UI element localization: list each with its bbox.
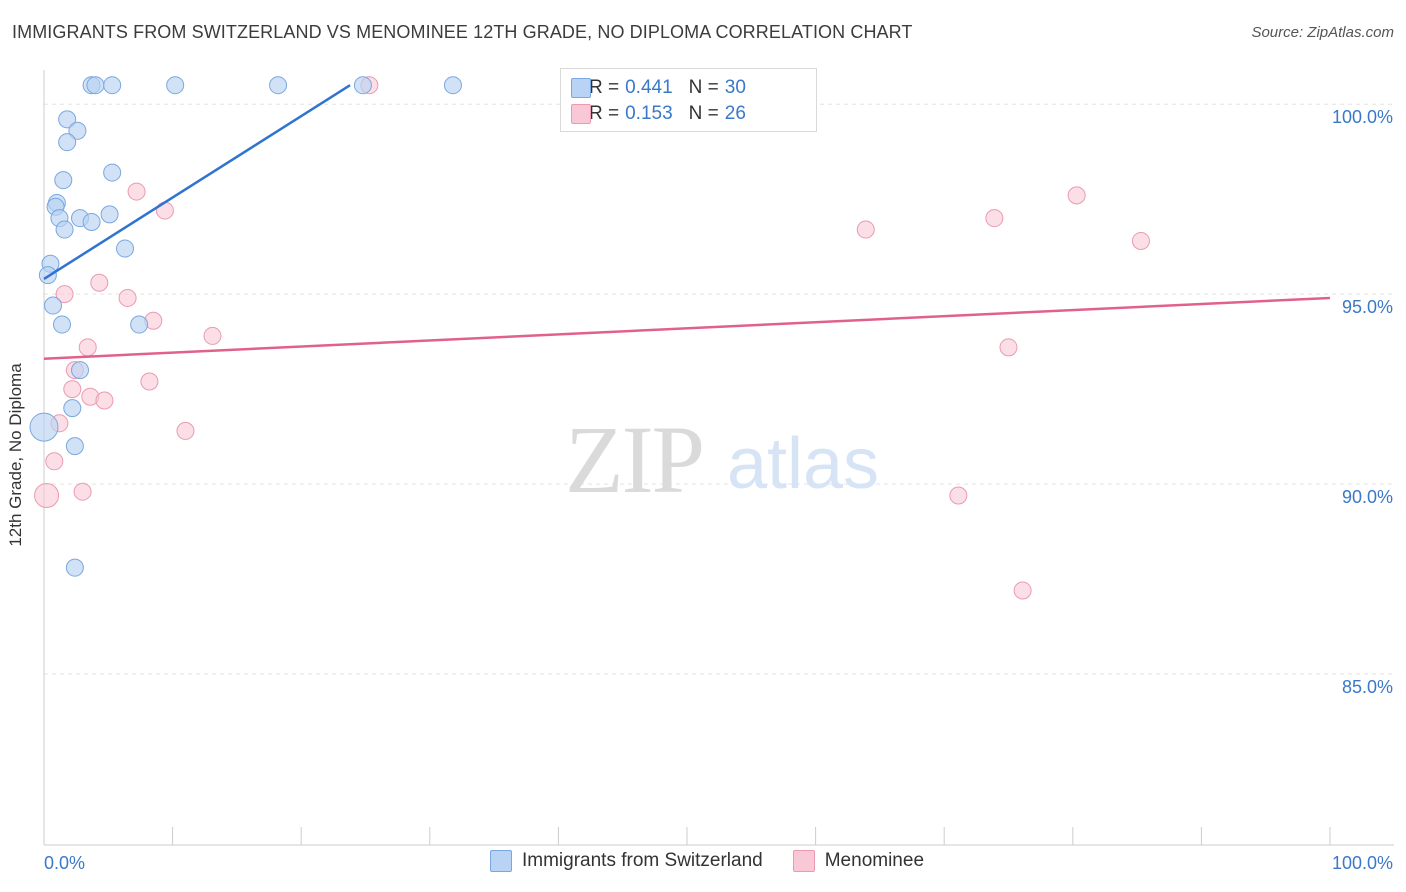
switzerland-point	[53, 315, 72, 334]
menominee-point	[95, 391, 114, 410]
watermark-zip: ZIP	[565, 406, 703, 513]
legend-label-menominee: Menominee	[824, 850, 925, 871]
switzerland-point	[65, 437, 84, 456]
legend-r-value: 0.441	[625, 77, 673, 98]
switzerland-point	[103, 163, 122, 182]
menominee-point	[949, 486, 968, 505]
legend-row-switzerland: R = 0.441 N = 30	[571, 76, 752, 100]
legend-r-value: 0.153	[625, 103, 673, 124]
source-label: Source: ZipAtlas.com	[1251, 24, 1394, 41]
axis-layer: 85.0% 90.0% 95.0% 100.0% 0.0% 100.0%	[43, 70, 1394, 873]
switzerland-point	[166, 76, 185, 95]
switzerland-point	[65, 558, 84, 577]
legend-swatch-blue	[571, 78, 591, 98]
menominee-point	[140, 372, 159, 391]
switzerland-point	[58, 133, 77, 152]
switzerland-point	[130, 315, 149, 334]
switzerland-point	[86, 76, 105, 95]
switzerland-point	[103, 76, 122, 95]
menominee-point	[78, 338, 97, 357]
stats-legend: R = 0.441 N = 30 R = 0.153 N = 26	[560, 68, 817, 132]
menominee-point	[985, 209, 1004, 228]
switzerland-point	[116, 239, 135, 258]
menominee-point	[1131, 231, 1150, 250]
menominee-point	[55, 285, 74, 304]
switzerland-points	[29, 76, 462, 577]
switzerland-point	[54, 171, 73, 190]
menominee-trend-line	[43, 296, 1331, 360]
switzerland-point	[58, 110, 77, 129]
y-tick-label: 100.0%	[1332, 107, 1393, 127]
legend-row-menominee: R = 0.153 N = 26	[571, 102, 752, 126]
legend-item-menominee[interactable]: Menominee	[792, 850, 925, 872]
switzerland-point	[100, 205, 119, 224]
legend-n-label: N =	[688, 103, 719, 124]
menominee-point	[73, 482, 92, 501]
switzerland-point	[68, 121, 87, 140]
legend-r-label: R =	[589, 103, 620, 124]
watermark-atlas: atlas	[727, 424, 879, 504]
y-axis-label: 12th Grade, No Diploma	[6, 363, 25, 547]
switzerland-point	[443, 76, 462, 95]
menominee-point	[34, 482, 60, 508]
switzerland-point	[71, 361, 90, 380]
menominee-point	[1067, 186, 1086, 205]
legend-label-switzerland: Immigrants from Switzerland	[522, 850, 763, 871]
menominee-point	[127, 182, 146, 201]
legend-n-label: N =	[688, 77, 719, 98]
legend-n-value: 26	[724, 103, 746, 124]
switzerland-trend-line	[43, 84, 351, 281]
legend-item-switzerland[interactable]: Immigrants from Switzerland	[490, 850, 763, 872]
x-tick-label: 100.0%	[1332, 853, 1393, 873]
menominee-point	[856, 220, 875, 239]
switzerland-point	[55, 220, 74, 239]
switzerland-point	[353, 76, 372, 95]
menominee-point	[45, 452, 64, 471]
series-legend: Immigrants from Switzerland Menominee	[490, 850, 954, 872]
menominee-point	[999, 338, 1018, 357]
trend-layer	[43, 84, 1331, 360]
legend-swatch-pink	[571, 104, 591, 124]
menominee-point	[155, 201, 174, 220]
menominee-point	[118, 288, 137, 307]
chart-title: IMMIGRANTS FROM SWITZERLAND VS MENOMINEE…	[12, 22, 913, 42]
x-tick-label: 0.0%	[44, 853, 85, 873]
menominee-point	[1013, 581, 1032, 600]
menominee-point	[203, 326, 222, 345]
y-tick-label: 95.0%	[1342, 297, 1393, 317]
switzerland-point	[269, 76, 288, 95]
menominee-points	[34, 76, 1150, 600]
y-tick-label: 90.0%	[1342, 487, 1393, 507]
switzerland-point	[82, 212, 101, 231]
switzerland-point	[29, 412, 59, 442]
legend-n-value: 30	[724, 77, 746, 98]
menominee-point	[176, 421, 195, 440]
menominee-point	[63, 380, 82, 399]
legend-r-label: R =	[589, 77, 620, 98]
watermark: ZIP atlas	[565, 406, 879, 513]
grid-layer	[44, 103, 1394, 675]
legend-swatch-pink	[792, 850, 815, 872]
y-tick-label: 85.0%	[1342, 677, 1393, 697]
switzerland-point	[44, 296, 63, 315]
menominee-point	[90, 273, 109, 292]
legend-swatch-blue	[490, 850, 512, 872]
switzerland-point	[63, 399, 82, 418]
